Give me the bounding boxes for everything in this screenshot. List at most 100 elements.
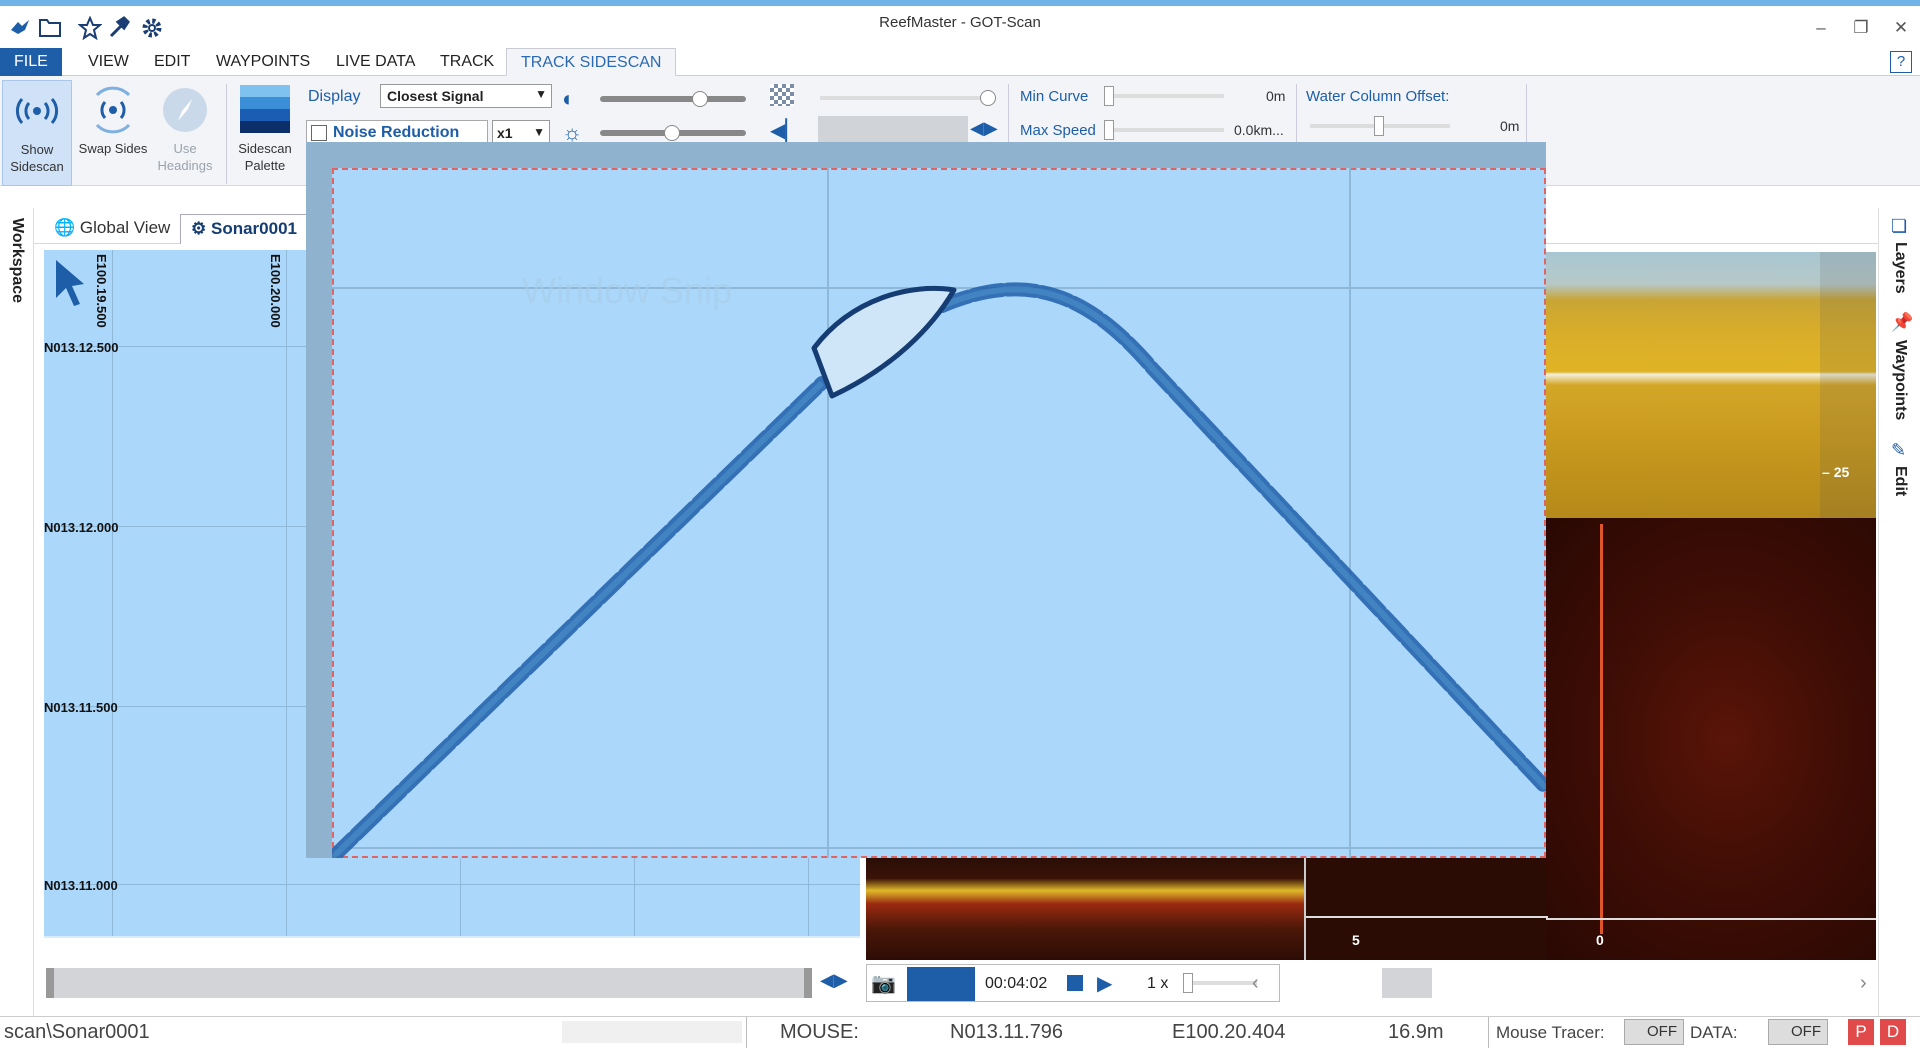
playback-bar: ◀▶ 📷 00:04:02 ▶ 1 x ‹ › [34,964,1878,1008]
play-icon[interactable]: ▶ [1097,973,1113,995]
sonar-gear-icon: ⚙ [191,219,207,238]
use-headings-label: Use Headings [157,141,213,173]
pin-icon[interactable]: 📌 [1891,312,1914,332]
playback-speed: 1 x [1147,975,1169,992]
tools-icon[interactable] [108,16,134,45]
boat-view-icon[interactable] [907,967,941,1001]
window-snip-overlay[interactable]: Window Snip [306,142,1546,858]
workspace-tab[interactable]: Workspace [9,218,26,304]
tab-global-view[interactable]: 🌐 Global View [44,214,180,244]
sonar-sidescan-view[interactable] [1546,518,1876,960]
settings-gear-icon[interactable] [140,16,164,45]
swap-sides-button[interactable]: Swap Sides [78,80,148,186]
gain-slider[interactable] [600,96,746,102]
sidescan-palette-label: Sidescan Palette [238,141,292,173]
show-sidescan-button[interactable]: Show Sidescan [2,80,72,186]
sonar-downscan-view[interactable]: – 25 [1546,252,1876,518]
sonar-scrollbar-thumb[interactable] [1382,968,1432,998]
display-select-value: Closest Signal [387,88,484,104]
min-curve-knob[interactable] [1104,86,1114,106]
display-select[interactable]: Closest Signal ▼ [380,84,552,108]
map-y-label: N013.11.500 [44,700,118,715]
menu-track-sidescan[interactable]: TRACK SIDESCAN [506,48,677,76]
minimize-button[interactable]: – [1816,18,1826,37]
checkbox-box[interactable] [311,125,327,141]
menu-live-data[interactable]: LIVE DATA [336,53,416,70]
display-label: Display [308,88,361,105]
map-scrollbar[interactable] [46,968,812,998]
map-y-label: N013.12.000 [44,520,119,535]
status-bar: scan\Sonar0001 MOUSE: N013.11.796 E100.2… [0,1016,1920,1048]
menu-view[interactable]: VIEW [88,53,129,70]
menu-waypoints[interactable]: WAYPOINTS [216,53,311,70]
noise-reduction-label: Noise Reduction [333,124,460,141]
min-curve-slider[interactable] [1106,94,1224,98]
layers-tab[interactable]: Layers [1892,242,1909,294]
data-toggle[interactable]: OFF [1768,1019,1828,1045]
cursor-pointer-icon[interactable] [54,258,90,311]
edit-tab[interactable]: Edit [1892,466,1909,497]
max-speed-slider[interactable] [1106,128,1224,132]
map-x-label: E100.20.000 [268,254,283,328]
expand-arrows-icon[interactable]: ◀▶ [820,970,848,990]
brightness-slider-knob[interactable] [664,125,680,141]
transparency-slider[interactable] [820,96,994,100]
tab-global-view-label: Global View [79,218,171,237]
snip-top-border [332,168,1546,170]
mouse-tracer-toggle[interactable]: OFF [1624,1019,1684,1045]
tab-sonar0001-label: Sonar0001 [210,219,297,238]
map-y-label: N013.11.000 [44,878,118,893]
map-x-label: E100.19.500 [94,254,109,328]
swap-sides-label: Swap Sides [78,141,148,156]
scroll-right-icon[interactable]: › [1860,972,1867,994]
map-bottom-edge [44,936,860,938]
transparency-icon [770,84,794,106]
favorite-star-icon[interactable] [77,15,103,45]
use-headings-button[interactable]: Use Headings [150,80,220,186]
tab-sonar0001[interactable]: ⚙ Sonar0001 [180,214,308,244]
window-title: ReefMaster - GOT-Scan [879,14,1041,31]
gain-slider-knob[interactable] [692,91,708,107]
open-folder-icon[interactable] [38,16,62,43]
sidescan-palette-button[interactable]: Sidescan Palette [230,80,300,186]
scroll-left-icon[interactable]: ‹ [1252,972,1259,994]
chevron-down-icon: ▼ [533,125,545,139]
water-column-value: 0m [1500,118,1520,134]
p-indicator[interactable]: P [1848,1019,1874,1045]
sonar-range-strip[interactable]: 5 0 [1304,858,1604,960]
title-bar: ReefMaster - GOT-Scan – ❐ ✕ [0,0,1920,50]
range-scale [1546,918,1876,920]
transparency-slider-knob[interactable] [980,90,996,106]
menu-edit[interactable]: EDIT [154,53,191,70]
layers-icon[interactable]: ❏ [1891,216,1908,236]
pencil-icon[interactable]: ✎ [1891,440,1907,460]
mouse-lon: E100.20.404 [1172,1021,1286,1043]
chevron-down-icon: ▼ [535,87,547,101]
brightness-icon: ☼ [562,120,583,145]
sonar-history-strip[interactable] [866,858,1304,960]
restore-button[interactable]: ❐ [1853,18,1869,37]
menu-track[interactable]: TRACK [440,53,495,70]
snip-selection-border [332,168,1546,858]
camera-icon[interactable]: 📷 [871,973,896,995]
water-column-knob[interactable] [1374,116,1384,136]
water-column-label: Water Column Offset: [1306,88,1450,105]
max-speed-knob[interactable] [1104,120,1114,140]
d-indicator[interactable]: D [1880,1019,1906,1045]
speed-slider[interactable] [1183,981,1257,985]
help-button[interactable]: ? [1890,51,1912,73]
waypoints-tab[interactable]: Waypoints [1892,340,1909,421]
status-separator [1488,1017,1489,1048]
scale-left-label: 5 [1352,932,1360,948]
track-path-icon [332,168,1546,858]
menu-file[interactable]: FILE [0,48,62,76]
stop-icon[interactable] [1067,975,1083,991]
noise-reduction-checkbox[interactable]: Noise Reduction [306,120,488,146]
range-slider[interactable] [818,116,968,146]
ruler-icon[interactable] [941,967,975,1001]
rewind-icon[interactable]: ◀▏ [770,120,801,142]
close-button[interactable]: ✕ [1893,18,1909,37]
status-path: scan\Sonar0001 [4,1021,150,1043]
range-arrows-icon[interactable]: ◀▶ [970,118,998,138]
speed-slider-knob[interactable] [1183,973,1193,993]
